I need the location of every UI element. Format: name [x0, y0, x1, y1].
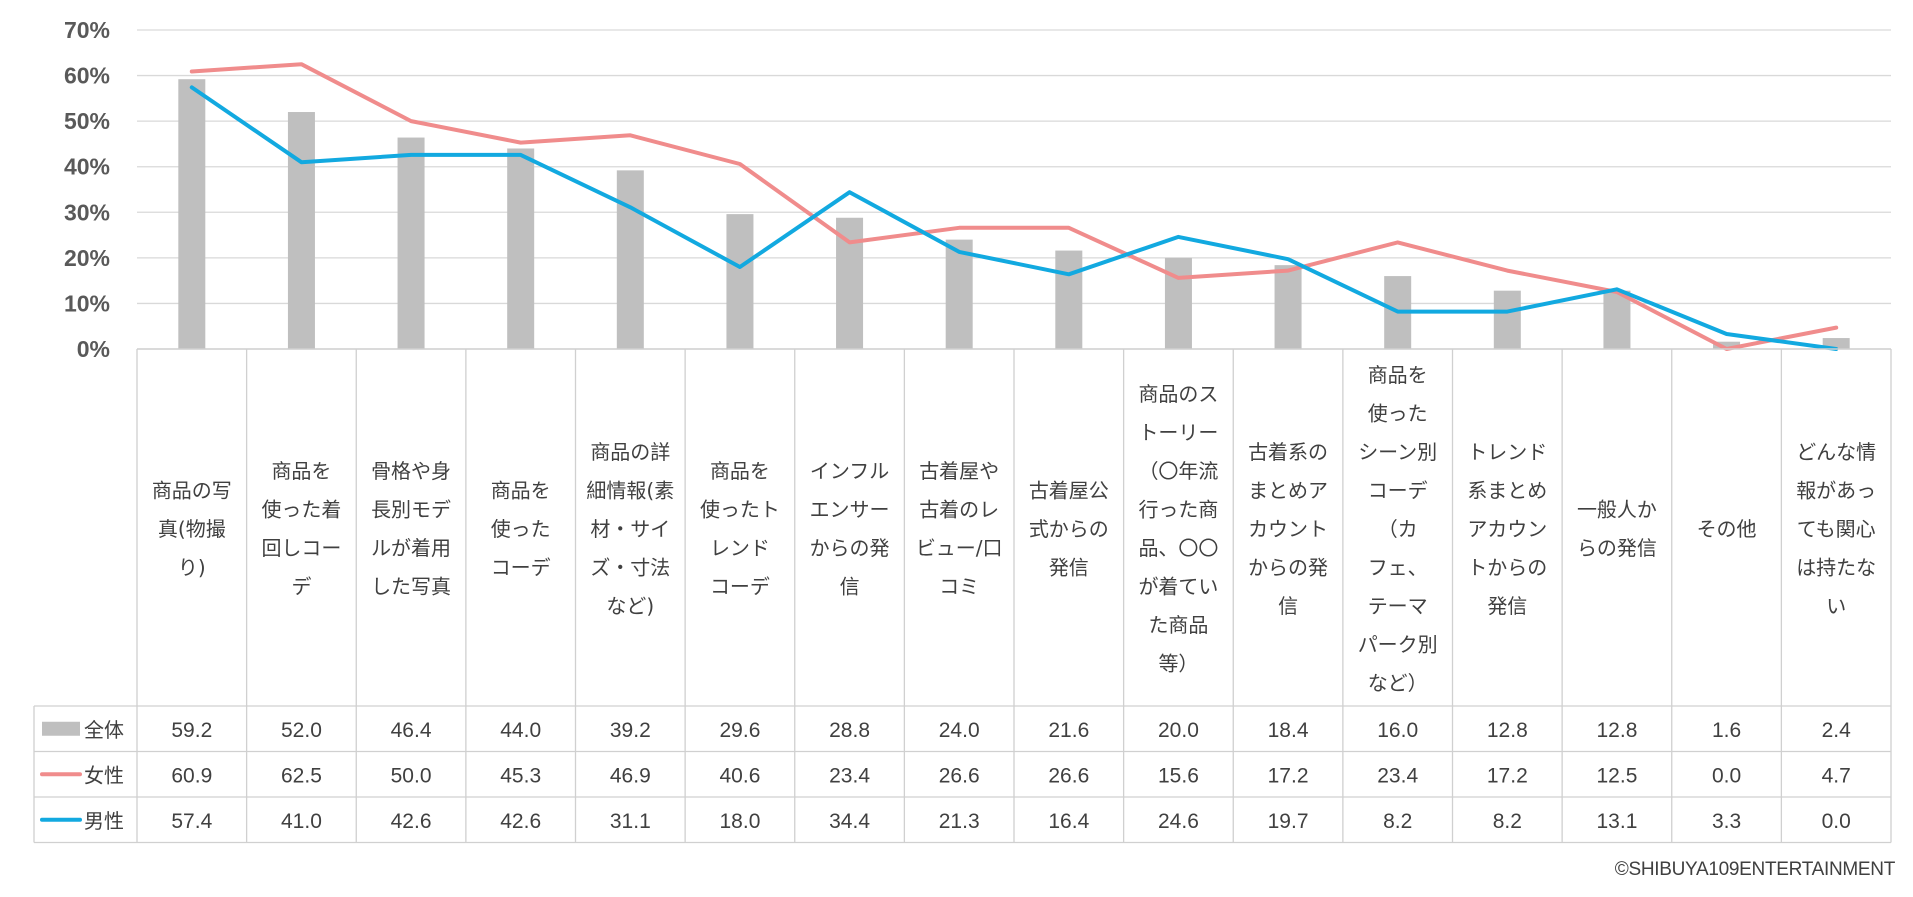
data-label-女性: 0.0 — [1712, 764, 1741, 787]
legend-label-女性: 女性 — [84, 763, 124, 787]
legend-label-男性: 男性 — [84, 809, 124, 833]
data-label-全体: 39.2 — [610, 719, 651, 742]
data-label-男性: 0.0 — [1822, 810, 1851, 833]
data-label-女性: 46.9 — [610, 764, 651, 787]
data-label-女性: 45.3 — [500, 764, 541, 787]
data-label-全体: 20.0 — [1158, 719, 1199, 742]
data-label-男性: 16.4 — [1048, 810, 1089, 833]
category-label: 商品を使ったトレンドコーデ — [700, 459, 780, 598]
y-tick-label: 30% — [64, 199, 110, 225]
data-label-男性: 42.6 — [500, 810, 541, 833]
data-label-全体: 24.0 — [939, 719, 980, 742]
data-label-男性: 13.1 — [1597, 810, 1638, 833]
y-tick-label: 60% — [64, 63, 110, 89]
y-tick-label: 10% — [64, 290, 110, 316]
data-label-全体: 44.0 — [500, 719, 541, 742]
line-series-女性 — [189, 62, 1839, 351]
category-label: 古着屋公式からの発信 — [1029, 478, 1109, 579]
data-label-男性: 21.3 — [939, 810, 980, 833]
data-label-女性: 12.5 — [1597, 764, 1638, 787]
bar-全体 — [1713, 341, 1741, 349]
category-label: 古着屋や古着のレビュー/口コミ — [916, 459, 1003, 598]
category-label: その他 — [1697, 517, 1757, 541]
bar-全体 — [1493, 290, 1521, 349]
y-tick-label: 20% — [64, 245, 110, 271]
category-label: トレンド系まとめアカウントからの発信 — [1467, 440, 1547, 618]
data-label-女性: 23.4 — [829, 764, 870, 787]
data-label-男性: 42.6 — [391, 810, 432, 833]
category-label: 商品の写真(物撮り) — [152, 478, 232, 579]
data-label-全体: 28.8 — [829, 719, 870, 742]
bar-全体 — [178, 79, 206, 350]
data-label-男性: 24.6 — [1158, 810, 1199, 833]
bar-全体 — [1603, 290, 1631, 349]
data-label-女性: 17.2 — [1268, 764, 1309, 787]
category-label: どんな情報があっても関心は持たない — [1796, 440, 1876, 618]
category-label: 骨格や身長別モデルが着用した写真 — [371, 459, 451, 598]
category-label: 一般人からの発信 — [1577, 498, 1657, 561]
data-label-女性: 26.6 — [939, 764, 980, 787]
bar-全体 — [507, 148, 535, 349]
bar-全体 — [616, 170, 644, 349]
data-label-全体: 52.0 — [281, 719, 322, 742]
bar-全体 — [945, 239, 973, 349]
data-label-女性: 60.9 — [171, 764, 212, 787]
category-label: 商品を使った着回しコーデ — [261, 459, 341, 598]
data-label-男性: 19.7 — [1268, 810, 1309, 833]
data-label-男性: 8.2 — [1383, 810, 1412, 833]
category-label: 商品を使ったシーン別コーデ（カフェ、テーマパーク別など） — [1358, 363, 1438, 695]
data-label-女性: 23.4 — [1377, 764, 1418, 787]
category-label: インフルエンサーからの発信 — [810, 459, 890, 598]
legend-key-全体 — [42, 721, 80, 736]
data-label-全体: 1.6 — [1712, 719, 1741, 742]
copyright-text: ©SHIBUYA109ENTERTAINMENT — [1614, 859, 1896, 880]
bar-全体 — [287, 112, 315, 350]
bar-全体 — [1822, 338, 1850, 349]
data-label-女性: 4.7 — [1822, 764, 1851, 787]
category-label: 古着系のまとめアカウントからの発信 — [1248, 440, 1328, 618]
line-series-男性 — [189, 85, 1839, 351]
data-label-男性: 18.0 — [720, 810, 761, 833]
bar-全体 — [1055, 250, 1083, 349]
data-label-全体: 12.8 — [1487, 719, 1528, 742]
y-tick-label: 0% — [77, 336, 110, 362]
y-tick-label: 70% — [64, 17, 110, 43]
data-label-全体: 29.6 — [720, 719, 761, 742]
data-label-全体: 18.4 — [1268, 719, 1309, 742]
y-tick-label: 40% — [64, 154, 110, 180]
legend-label-全体: 全体 — [84, 718, 124, 742]
data-label-男性: 3.3 — [1712, 810, 1741, 833]
data-label-女性: 62.5 — [281, 764, 322, 787]
data-label-女性: 15.6 — [1158, 764, 1199, 787]
data-label-女性: 50.0 — [391, 764, 432, 787]
data-label-全体: 46.4 — [391, 719, 432, 742]
bar-全体 — [397, 137, 425, 349]
bar-全体 — [1274, 265, 1302, 349]
data-label-男性: 31.1 — [610, 810, 651, 833]
data-label-全体: 2.4 — [1822, 719, 1852, 742]
data-label-男性: 34.4 — [829, 810, 870, 833]
category-label: 商品を使ったコーデ — [491, 478, 551, 579]
category-label: 商品の詳細情報(素材・サイズ・寸法など) — [586, 440, 674, 618]
bar-全体 — [726, 214, 754, 349]
data-label-女性: 17.2 — [1487, 764, 1528, 787]
data-label-全体: 59.2 — [171, 719, 212, 742]
data-label-全体: 12.8 — [1597, 719, 1638, 742]
data-label-女性: 26.6 — [1048, 764, 1089, 787]
y-tick-label: 50% — [64, 108, 110, 134]
category-label: 商品のストーリー（〇年流行った商品、〇〇が着ていた商品等） — [1138, 382, 1218, 675]
data-label-全体: 21.6 — [1048, 719, 1089, 742]
data-label-男性: 57.4 — [171, 810, 212, 833]
data-label-男性: 41.0 — [281, 810, 322, 833]
data-label-男性: 8.2 — [1493, 810, 1522, 833]
data-label-女性: 40.6 — [720, 764, 761, 787]
data-label-全体: 16.0 — [1377, 719, 1418, 742]
